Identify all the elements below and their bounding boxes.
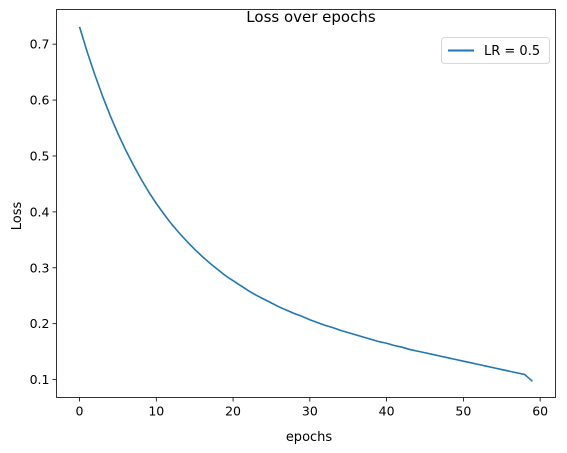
y-tick-label: 0.7 — [30, 37, 50, 52]
y-tick-label: 0.1 — [30, 372, 50, 387]
y-axis: 0.1 0.2 0.3 0.4 0.5 0.6 0.7 — [30, 37, 57, 387]
chart-title: Loss over epochs — [246, 8, 376, 26]
x-tick-label: 60 — [532, 404, 548, 419]
x-tick-label: 10 — [148, 404, 164, 419]
y-axis-label: Loss — [10, 202, 25, 231]
y-tick-label: 0.4 — [30, 204, 50, 219]
legend-box — [441, 37, 550, 64]
y-tick-label: 0.5 — [30, 148, 50, 163]
x-tick-label: 0 — [76, 404, 84, 419]
legend: LR = 0.5 — [441, 37, 550, 64]
x-axis-label: epochs — [286, 430, 333, 445]
y-tick-label: 0.3 — [30, 260, 50, 275]
plot-frame — [56, 9, 556, 398]
x-axis: 0 10 20 30 40 50 60 — [76, 397, 548, 419]
y-tick-label: 0.6 — [30, 93, 50, 108]
plot-area — [78, 26, 533, 382]
y-tick-label: 0.2 — [30, 316, 50, 331]
x-tick-label: 50 — [455, 404, 471, 419]
x-tick-label: 20 — [225, 404, 241, 419]
x-tick-label: 40 — [379, 404, 395, 419]
series-line-0 — [78, 26, 533, 382]
x-tick-label: 30 — [302, 404, 318, 419]
legend-label: LR = 0.5 — [484, 44, 540, 59]
